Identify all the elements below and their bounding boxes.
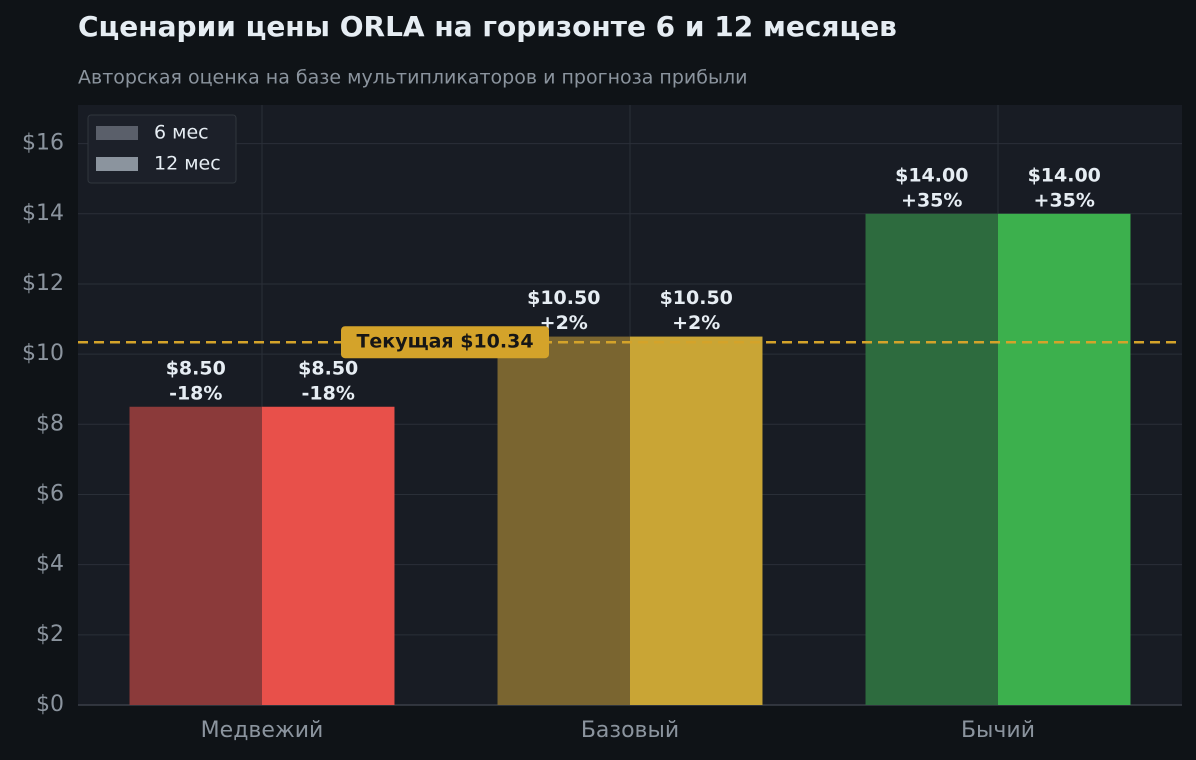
x-tick-label: Базовый (581, 718, 679, 743)
change-label: +35% (901, 189, 962, 211)
bar (998, 213, 1131, 706)
y-tick-label: $0 (36, 692, 64, 717)
change-label: +2% (540, 312, 588, 334)
chart-title: Сценарии цены ORLA на горизонте 6 и 12 м… (78, 10, 897, 43)
bar (262, 406, 395, 705)
bar (129, 406, 262, 705)
bar (630, 336, 763, 705)
y-tick-label: $14 (22, 201, 64, 226)
value-label: $14.00 (895, 164, 968, 186)
y-tick-label: $4 (36, 552, 64, 577)
reference-label-box (341, 326, 549, 359)
value-label: $10.50 (660, 287, 733, 309)
value-label: $14.00 (1028, 164, 1101, 186)
y-tick-label: $16 (22, 131, 64, 156)
x-tick-label: Медвежий (201, 718, 324, 743)
value-label: $10.50 (527, 287, 600, 309)
bar (497, 336, 630, 705)
x-tick-label: Бычий (961, 718, 1035, 743)
change-label: +35% (1034, 189, 1095, 211)
y-tick-label: $10 (22, 341, 64, 366)
legend-swatch (96, 157, 138, 171)
value-label: $8.50 (298, 357, 358, 379)
legend-swatch (96, 126, 138, 140)
y-tick-label: $8 (36, 411, 64, 436)
chart-subtitle: Авторская оценка на базе мультипликаторо… (78, 67, 747, 89)
legend-label: 12 мес (154, 153, 221, 175)
y-tick-label: $2 (36, 622, 64, 647)
value-label: $8.50 (166, 357, 226, 379)
change-label: -18% (169, 382, 222, 404)
reference-label: Текущая $10.34 (356, 331, 533, 353)
change-label: +2% (672, 312, 720, 334)
y-tick-label: $12 (22, 271, 64, 296)
y-tick-label: $6 (36, 481, 64, 506)
change-label: -18% (302, 382, 355, 404)
bar (865, 213, 998, 706)
legend-label: 6 мес (154, 122, 209, 144)
